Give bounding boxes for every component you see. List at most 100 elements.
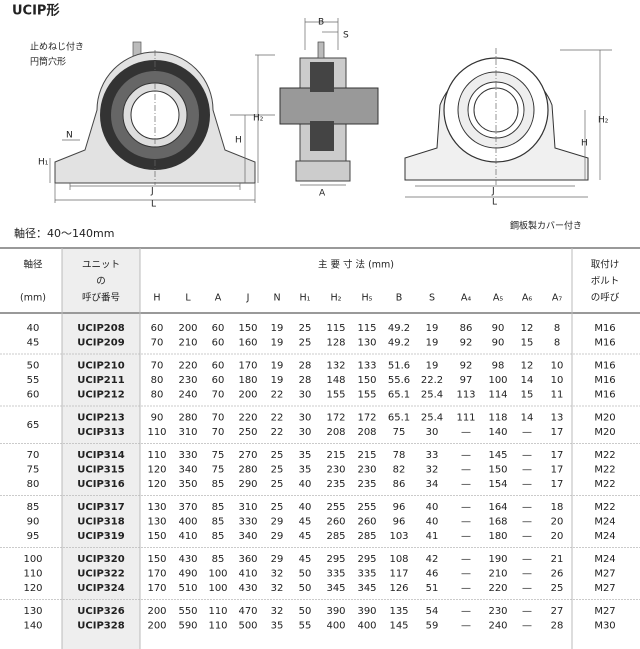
dim-cell: 132 [326,361,345,372]
dim-cell: 108 [389,554,408,565]
dim-cell: 430 [238,583,257,594]
bolt-cell: M24 [594,554,615,565]
dim-cell: — [461,554,471,565]
dim-cell: 148 [326,375,345,386]
dim-cell: 100 [208,583,227,594]
dim-cell: 8 [554,338,560,349]
dim-cell: 19 [271,323,284,334]
bolt-cell: M22 [594,502,615,513]
column-header: A [215,293,222,304]
dim-label: J [491,187,495,197]
dim-cell: 30 [426,427,439,438]
dim-cell: 255 [357,502,376,513]
dim-cell: 25 [271,502,284,513]
dim-cell: 210 [488,569,507,580]
dim-cell: 340 [178,465,197,476]
bore-cell: 80 [27,479,40,490]
dim-cell: 290 [238,479,257,490]
dim-cell: 285 [326,531,345,542]
column-header: J [246,293,250,304]
dim-cell: 510 [178,583,197,594]
dim-cell: — [461,450,471,461]
dim-cell: 32 [426,465,439,476]
unit-no: UCIP209 [77,338,124,349]
dim-cell: 29 [271,554,284,565]
dim-cell: 22.2 [421,375,443,386]
dim-cell: 25.4 [421,413,443,424]
dim-cell: 12 [521,361,534,372]
dim-cell: 230 [326,465,345,476]
dim-cell: 85 [212,479,225,490]
dim-cell: 60 [212,361,225,372]
dim-cell: 235 [326,479,345,490]
dim-cell: — [522,427,532,438]
dim-cell: 75 [212,465,225,476]
dim-cell: — [522,502,532,513]
dim-cell: 110 [147,450,166,461]
dim-cell: 92 [460,361,473,372]
dim-cell: 22 [271,427,284,438]
dim-label: H₂ [598,116,609,126]
dim-cell: 90 [492,323,505,334]
dim-label: B [318,18,324,28]
header-cell: の [96,276,106,287]
dim-cell: 235 [357,479,376,490]
dim-cell: 96 [393,517,406,528]
dim-cell: 115 [326,323,345,334]
dim-cell: 135 [389,606,408,617]
dim-cell: 82 [393,465,406,476]
unit-column-bg [62,248,140,649]
bolt-cell: M22 [594,465,615,476]
dim-cell: — [522,531,532,542]
dim-cell: 70 [212,413,225,424]
dim-cell: 19 [271,338,284,349]
front-view-cover [404,48,612,198]
dim-cell: 55.6 [388,375,410,386]
bolt-cell: M22 [594,450,615,461]
dim-label: S [343,31,349,41]
bore-cell: 55 [27,375,40,386]
dim-cell: 46 [426,569,439,580]
dim-cell: 110 [147,427,166,438]
dim-cell: 280 [178,413,197,424]
dim-cell: 20 [551,531,564,542]
bore-cell: 140 [23,621,42,632]
dim-cell: 25.4 [421,390,443,401]
dim-cell: 54 [426,606,439,617]
unit-no: UCIP320 [77,554,124,565]
dim-cell: — [522,517,532,528]
header-cell: の呼び [591,293,620,304]
dim-cell: 97 [460,375,473,386]
bore-cell: 60 [27,390,40,401]
header-cell: 軸径 [23,259,43,271]
dim-cell: 170 [147,583,166,594]
dim-cell: — [461,606,471,617]
dim-cell: 32 [271,606,284,617]
dim-cell: 26 [551,569,564,580]
dim-label: L [151,200,156,210]
dim-cell: 96 [393,502,406,513]
dim-label: A [319,189,326,199]
dim-cell: 21 [551,554,564,565]
bolt-cell: M22 [594,479,615,490]
dim-cell: — [522,621,532,632]
dim-cell: 98 [492,361,505,372]
dim-cell: — [461,502,471,513]
bore-cell: 45 [27,338,40,349]
dim-cell: 150 [147,554,166,565]
dim-cell: — [461,427,471,438]
dim-cell: 150 [488,465,507,476]
dim-cell: 410 [178,531,197,542]
dim-cell: — [461,583,471,594]
dim-cell: 345 [357,583,376,594]
dim-cell: 70 [151,361,164,372]
dim-cell: 40 [299,502,312,513]
unit-no: UCIP208 [77,323,124,334]
dim-cell: 230 [488,606,507,617]
dim-cell: 172 [326,413,345,424]
dim-cell: 34 [426,479,439,490]
dim-cell: 118 [488,413,507,424]
title: UCIP形 [12,4,59,19]
dim-label: J [150,187,154,197]
dim-cell: 41 [426,531,439,542]
